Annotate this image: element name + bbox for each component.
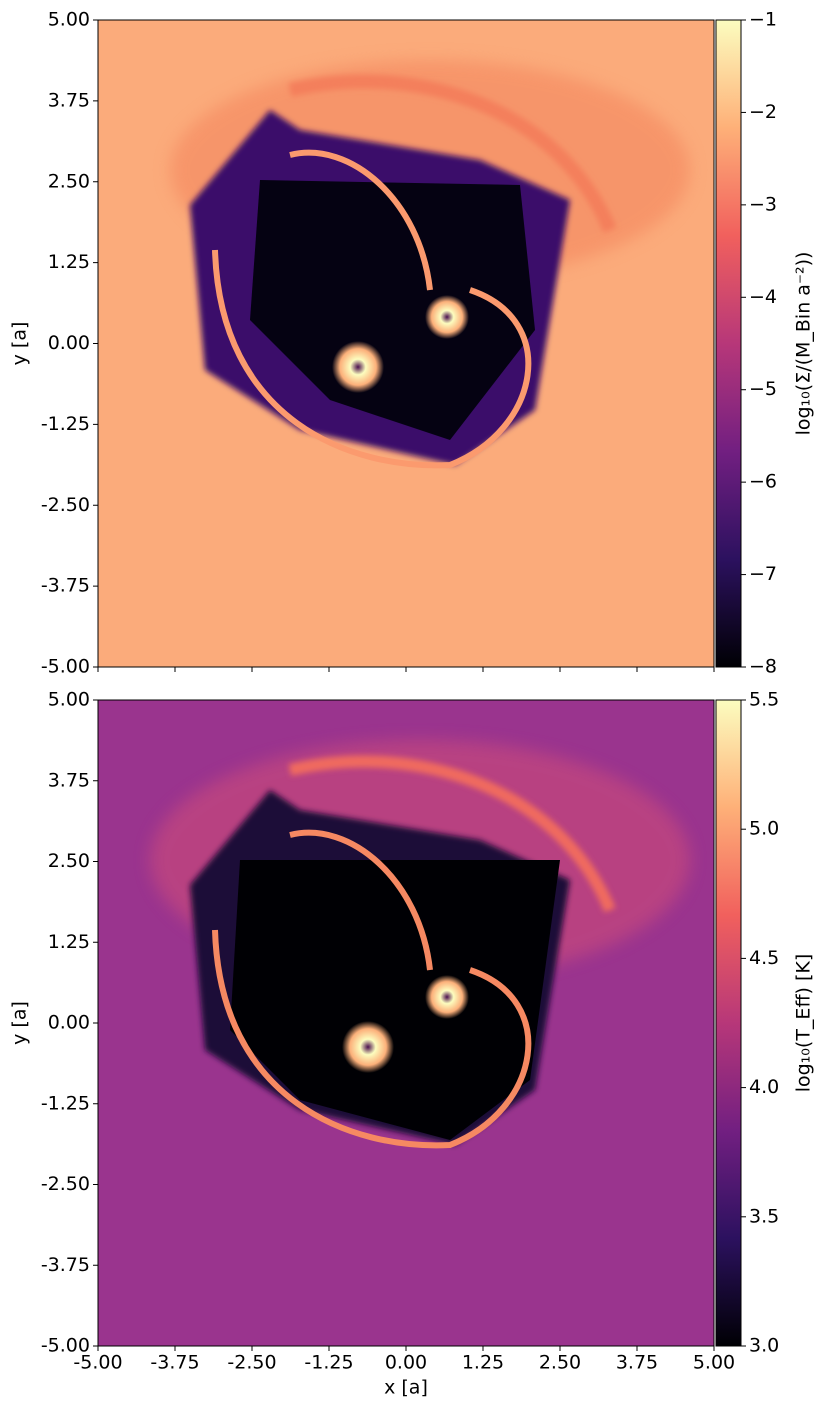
y-tick-label: -2.50 [41, 494, 90, 516]
temperature-map [98, 700, 714, 1346]
x-axis-label: x [a] [384, 1377, 428, 1399]
y-tick-label: -3.75 [41, 1254, 90, 1276]
colorbar [715, 699, 742, 1347]
x-tick-label: -5.00 [73, 1352, 122, 1374]
y-tick-label: 2.50 [48, 170, 90, 192]
x-tick-label: 3.75 [616, 1352, 658, 1374]
y-tick-label: 3.75 [48, 769, 90, 791]
x-tick-label: 2.50 [539, 1352, 581, 1374]
colorbar-tick-label: −8 [749, 656, 777, 678]
y-tick-label: -2.50 [41, 1173, 90, 1195]
y-tick-label: -5.00 [41, 656, 90, 678]
x-tick-label: -3.75 [150, 1352, 199, 1374]
density-map [98, 20, 714, 667]
y-tick-label: 1.25 [48, 931, 90, 953]
colorbar-tick-label: −5 [749, 378, 777, 400]
colorbar-tick-label: 5.0 [749, 818, 779, 840]
colorbar-label: log₁₀(T_Eff) [K] [793, 954, 815, 1093]
y-tick-label: 1.25 [48, 251, 90, 273]
colorbar-tick-label: −7 [749, 563, 777, 585]
y-tick-label: 0.00 [48, 332, 90, 354]
colorbar [715, 19, 742, 668]
y-tick-label: 2.50 [48, 850, 90, 872]
colorbar-tick-label: 5.5 [749, 689, 779, 711]
colorbar-tick-label: 4.0 [749, 1076, 779, 1098]
x-tick-label: -1.25 [304, 1352, 353, 1374]
colorbar-tick-label: −4 [749, 286, 777, 308]
x-tick-label: 5.00 [693, 1352, 735, 1374]
x-tick-label: 0.00 [385, 1352, 427, 1374]
colorbar-tick-label: 3.5 [749, 1205, 779, 1227]
y-tick-label: -5.00 [41, 1335, 90, 1357]
y-tick-label: -1.25 [41, 1092, 90, 1114]
y-tick-label: 5.00 [48, 689, 90, 711]
colorbar-tick-label: 4.5 [749, 947, 779, 969]
y-axis-label: y [a] [9, 1001, 31, 1045]
colorbar-tick-label: −1 [749, 9, 777, 31]
colorbar-label: log₁₀(Σ/(M_Bin a⁻²)) [793, 252, 815, 436]
y-tick-label: -3.75 [41, 575, 90, 597]
colorbar-tick-label: 3.0 [749, 1335, 779, 1357]
y-axis-label: y [a] [9, 322, 31, 366]
x-tick-label: -2.50 [227, 1352, 276, 1374]
colorbar-tick-label: −3 [749, 193, 777, 215]
x-tick-label: 1.25 [462, 1352, 504, 1374]
y-tick-label: 3.75 [48, 89, 90, 111]
y-tick-label: -1.25 [41, 413, 90, 435]
colorbar-tick-label: −2 [749, 101, 777, 123]
y-tick-label: 0.00 [48, 1012, 90, 1034]
y-tick-label: 5.00 [48, 9, 90, 31]
colorbar-tick-label: −6 [749, 471, 777, 493]
